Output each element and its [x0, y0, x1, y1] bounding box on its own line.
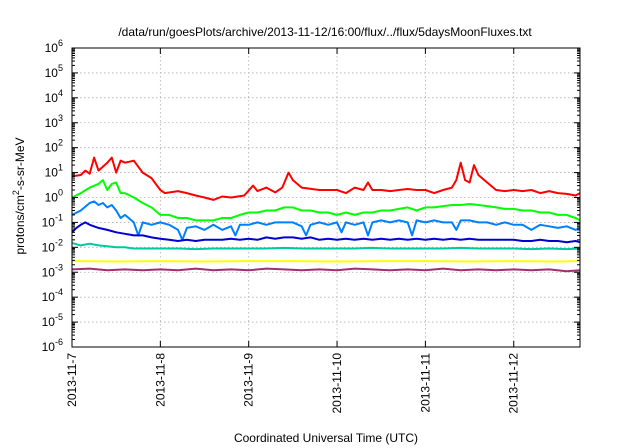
y-axis-label-prefix: protons/cm [13, 195, 27, 254]
series-lines [71, 156, 581, 273]
y-tick-label: 101 [45, 163, 63, 180]
y-tick-label: 10-2 [42, 237, 63, 254]
y-tick-label: 105 [45, 63, 63, 80]
grid-lines [72, 48, 580, 347]
y-tick-label: 100 [45, 188, 63, 205]
y-axis-label-sup: 2 [11, 190, 21, 195]
series-line-7 [71, 267, 581, 273]
x-tick-label: 2013-11-9 [242, 353, 256, 407]
series-line-2 [71, 179, 581, 222]
series-line-3 [71, 200, 581, 241]
chart-title: /data/run/goesPlots/archive/2013-11-12/1… [118, 25, 532, 39]
x-tick-label: 2013-11-7 [65, 353, 79, 407]
x-axis-label: Coordinated Universal Time (UTC) [234, 431, 418, 445]
axis-ticks [71, 47, 580, 348]
y-tick-label: 10-6 [42, 337, 63, 354]
x-tick-label: 2013-11-12 [507, 353, 521, 414]
y-tick-label: 104 [45, 88, 63, 105]
x-tick-label: 2013-11-10 [330, 353, 344, 414]
series-line-1 [71, 156, 581, 201]
y-tick-label: 10-5 [42, 312, 63, 329]
series-line-4 [71, 221, 581, 244]
y-tick-label: 10-3 [42, 262, 63, 279]
series-line-5 [71, 241, 581, 251]
y-axis-label-suffix: -s-sr-MeV [13, 137, 27, 190]
y-tick-label: 10-4 [42, 287, 63, 304]
y-tick-labels: 106 105 104 103 102 101 100 10-1 10-2 10-3 10-4 10-… [42, 38, 63, 354]
y-tick-label: 10-1 [42, 212, 63, 229]
x-tick-label: 2013-11-11 [418, 353, 432, 413]
y-axis-label: protons/cm2-s-sr-MeV [11, 137, 27, 254]
x-tick-labels: 2013-11-7 2013-11-8 2013-11-9 2013-11-10 201… [65, 353, 521, 414]
y-tick-label: 102 [45, 138, 63, 155]
y-tick-label: 106 [45, 38, 63, 55]
y-tick-label: 103 [45, 113, 63, 130]
x-tick-label: 2013-11-8 [153, 353, 167, 407]
